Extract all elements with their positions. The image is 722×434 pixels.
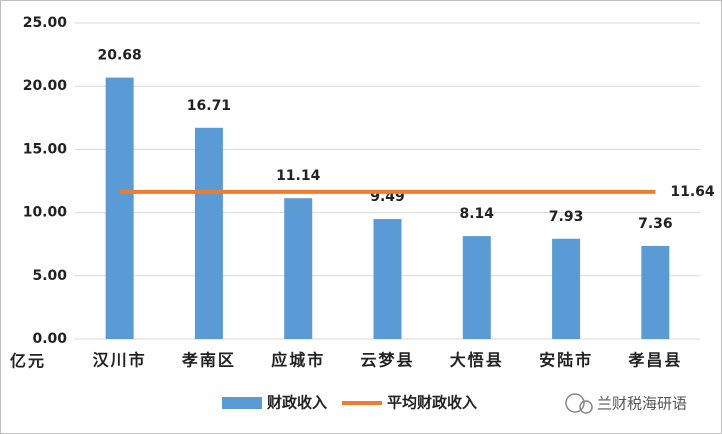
x-tick-label: 应城市 bbox=[271, 351, 325, 370]
x-tick-label: 安陆市 bbox=[539, 351, 593, 370]
x-tick-label: 云梦县 bbox=[360, 351, 414, 370]
data-label: 20.68 bbox=[97, 48, 141, 64]
y-axis-unit: 亿元 bbox=[10, 352, 46, 371]
data-label: 11.64 bbox=[670, 184, 715, 200]
data-label: 11.14 bbox=[276, 168, 321, 184]
bar bbox=[373, 219, 402, 339]
y-tick-label: 15.00 bbox=[23, 141, 68, 157]
data-label: 16.71 bbox=[187, 98, 231, 114]
bar bbox=[641, 245, 670, 339]
data-label: 8.14 bbox=[460, 206, 495, 222]
watermark-icon bbox=[565, 393, 585, 413]
bar bbox=[462, 236, 491, 339]
bar bbox=[552, 238, 581, 339]
y-tick-label: 10.00 bbox=[23, 205, 68, 221]
watermark-icon bbox=[579, 400, 593, 414]
bar bbox=[284, 198, 313, 339]
bar bbox=[194, 127, 223, 339]
x-tick-label: 孝南区 bbox=[181, 351, 236, 370]
y-tick-label: 25.00 bbox=[23, 15, 68, 31]
x-tick-label: 大悟县 bbox=[450, 351, 504, 370]
x-tick-label: 孝昌县 bbox=[627, 351, 682, 370]
watermark: 兰财税海研语 bbox=[565, 393, 687, 414]
legend-label: 平均财政收入 bbox=[387, 394, 477, 412]
y-tick-label: 0.00 bbox=[32, 331, 67, 347]
watermark-text: 兰财税海研语 bbox=[597, 395, 687, 413]
data-label: 7.93 bbox=[549, 209, 584, 225]
legend-label: 财政收入 bbox=[267, 394, 327, 412]
y-tick-label: 5.00 bbox=[32, 268, 67, 284]
bar bbox=[105, 77, 134, 339]
legend-swatch bbox=[222, 397, 262, 409]
x-tick-label: 汉川市 bbox=[93, 351, 147, 370]
data-label: 7.36 bbox=[638, 216, 673, 232]
y-tick-label: 20.00 bbox=[23, 78, 68, 94]
